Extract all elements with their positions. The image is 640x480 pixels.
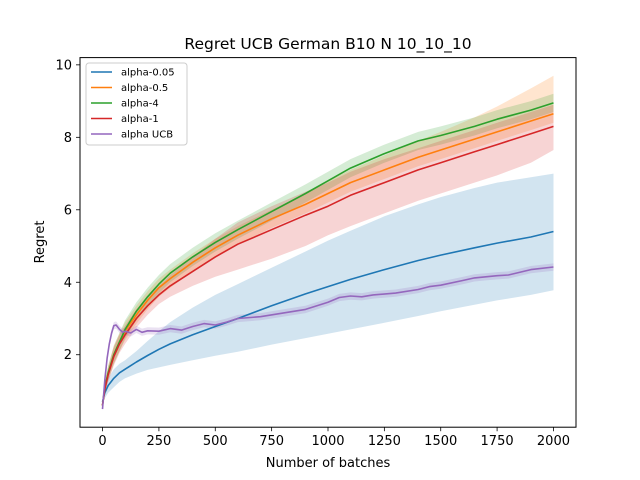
x-axis-ticks: 0 250 500 750 1000 1250 1500 1750 2000	[98, 427, 570, 449]
legend-label: alpha-0.5	[121, 83, 168, 94]
band-alpha-1	[102, 104, 554, 410]
x-tick-label: 0	[98, 434, 106, 449]
line-alpha-ucb	[101, 266, 554, 410]
line-alpha-1	[101, 125, 554, 406]
x-axis-label: Number of batches	[266, 456, 391, 471]
chart-title: Regret UCB German B10 N 10_10_10	[184, 35, 471, 54]
y-tick-label: 8	[64, 131, 72, 146]
y-axis-label: Regret	[33, 221, 48, 264]
y-tick-label: 4	[64, 276, 72, 291]
legend-label: alpha-1	[121, 114, 159, 125]
x-tick-label: 500	[203, 434, 228, 449]
y-axis-ticks: 2 4 6 8 10	[55, 58, 80, 363]
band-alpha-ucb	[102, 263, 554, 411]
x-tick-label: 1250	[368, 434, 401, 449]
y-tick-label: 6	[64, 203, 72, 218]
confidence-bands	[102, 75, 554, 411]
x-tick-label: 1000	[311, 434, 344, 449]
legend-label: alpha-0.05	[121, 68, 175, 79]
legend: alpha-0.05 alpha-0.5 alpha-4 alpha-1 alpha U…	[85, 62, 188, 146]
x-tick-label: 1750	[481, 434, 514, 449]
series-lines	[101, 102, 554, 410]
y-tick-label: 10	[55, 58, 72, 73]
x-tick-label: 750	[259, 434, 284, 449]
band-alpha-0-5	[102, 75, 554, 410]
x-tick-label: 2000	[537, 434, 570, 449]
legend-box	[85, 62, 188, 146]
band-alpha-4	[102, 93, 554, 410]
x-tick-label: 1500	[424, 434, 457, 449]
band-alpha-0-05	[102, 173, 554, 406]
legend-label: alpha UCB	[121, 130, 173, 141]
legend-label: alpha-4	[121, 99, 159, 110]
y-tick-label: 2	[64, 348, 72, 363]
x-tick-label: 250	[146, 434, 171, 449]
